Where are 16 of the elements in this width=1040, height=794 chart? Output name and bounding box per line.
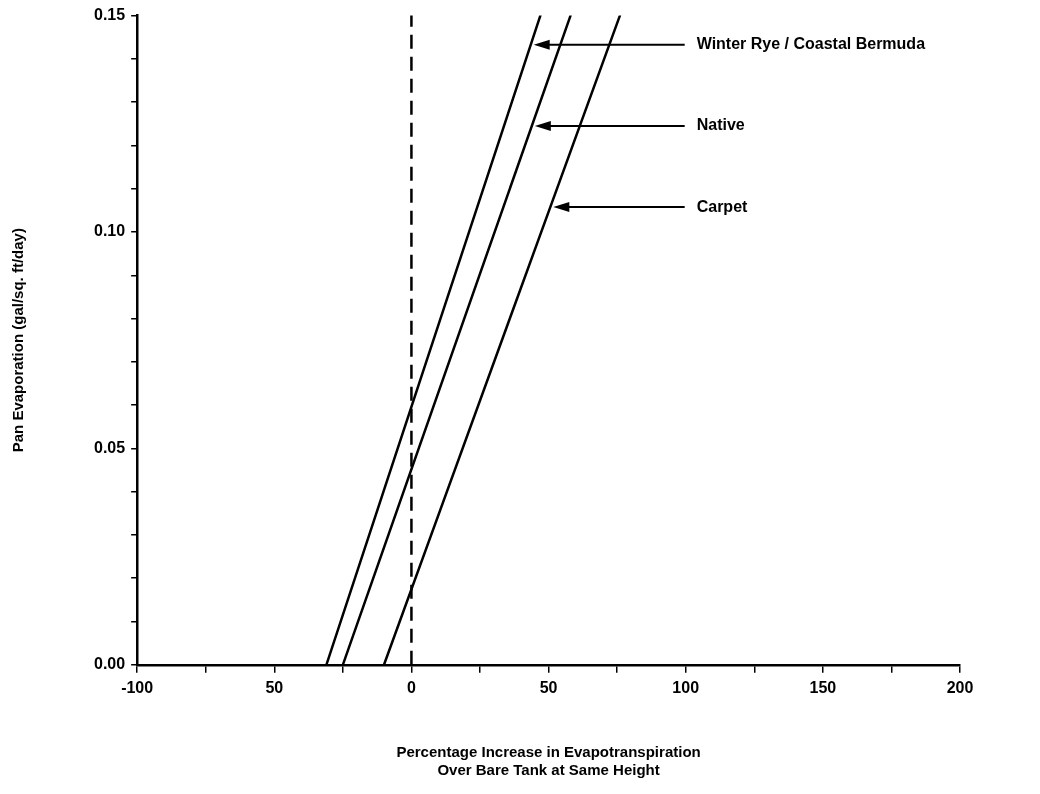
x-tick-label: 50 [265,678,284,696]
x-tick-label: 100 [672,678,700,696]
y-tick-label: 0.00 [94,655,126,673]
y-tick-label: 0.10 [94,222,126,240]
y-tick-label: 0.15 [94,6,126,24]
x-tick-label: 0 [406,678,416,696]
text: Native [696,116,745,134]
y-tick-label: 0.05 [94,438,126,456]
x-axis-title: Percentage Increase in Evapotranspiration Over Bare Tank at Same Height [396,743,701,779]
text: Winter Rye / Coastal Bermuda [696,35,926,53]
y-axis-title: Pan Evaporation (gal/sq. ft/day) [9,228,27,453]
x-tick-label: 50 [539,678,558,696]
x-tick-label: -100 [121,678,154,696]
x-tick-label: 200 [946,678,974,696]
text: Carpet [696,197,749,215]
x-tick-label: 150 [809,678,837,696]
